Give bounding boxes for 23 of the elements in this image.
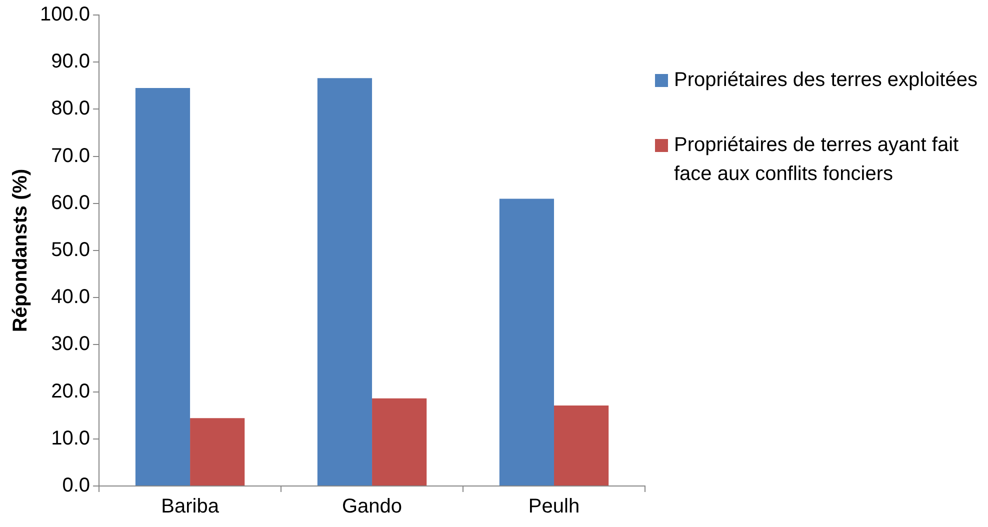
y-tick-label: 10.0 xyxy=(51,427,90,450)
bar xyxy=(554,405,609,486)
bar xyxy=(372,398,427,486)
y-tick-label: 70.0 xyxy=(51,144,90,167)
y-tick-label: 0.0 xyxy=(62,474,90,497)
bar xyxy=(499,198,554,486)
bar xyxy=(317,78,372,486)
y-tick-label: 60.0 xyxy=(51,192,90,214)
bar xyxy=(135,88,190,486)
y-tick-label: 100.0 xyxy=(40,4,90,26)
y-tick-label: 80.0 xyxy=(51,98,90,120)
legend-label: Propriétaires de terres ayant fait face aux conflits fonciers xyxy=(674,133,960,187)
y-tick-label: 50.0 xyxy=(51,239,90,262)
x-tick-label: Bariba xyxy=(161,496,220,518)
legend-label: Propriétaires des terres exploitées xyxy=(674,68,978,93)
y-tick-label: 20.0 xyxy=(51,380,90,402)
y-tick-label: 90.0 xyxy=(51,50,90,73)
y-tick-label: 30.0 xyxy=(51,333,90,356)
bar xyxy=(190,418,245,486)
x-tick-label: Gando xyxy=(342,496,402,518)
x-tick-label: Peulh xyxy=(528,496,580,518)
y-tick-label: 40.0 xyxy=(51,286,90,308)
y-axis-title: Répondansts (%) xyxy=(10,168,32,332)
